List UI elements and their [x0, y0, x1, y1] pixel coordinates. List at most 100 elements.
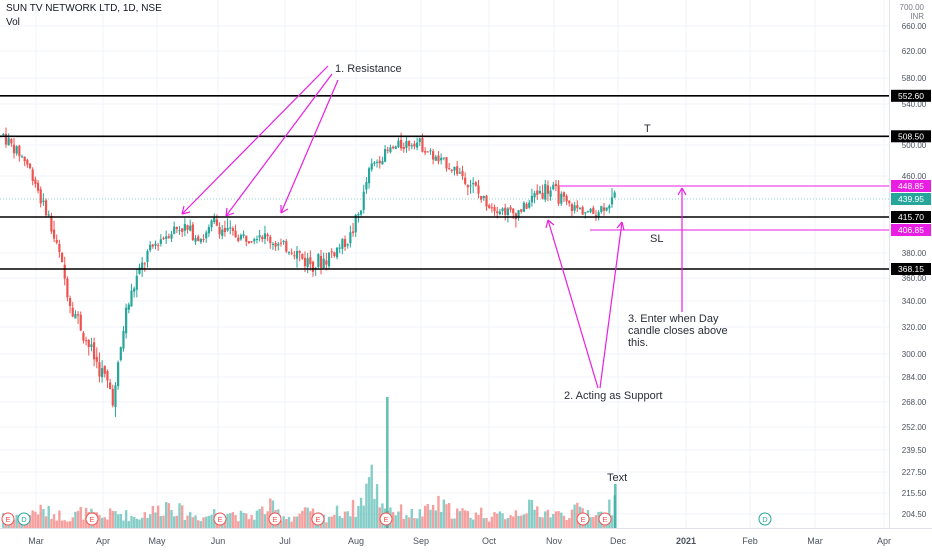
candle-body [269, 236, 272, 244]
candle-body [274, 243, 277, 247]
time-axis[interactable]: Mar Apr May Jun Jul Aug Sep Oct Nov Dec 2021 Feb Mar… [0, 528, 932, 551]
candle-body [533, 193, 536, 198]
candle-body [509, 207, 512, 210]
candle-body [490, 207, 493, 209]
candle-body [205, 232, 208, 239]
candle-body [183, 224, 186, 231]
candle-body [50, 215, 53, 232]
volume-bar [325, 522, 328, 528]
volume-bar [525, 513, 528, 528]
volume-bar [541, 517, 544, 528]
volume-bar [82, 519, 85, 528]
volume-bar [164, 502, 168, 528]
event-marker-icon[interactable] [1, 512, 15, 526]
price-axis[interactable]: 660.00 620.00 580.00 540.00 500.00 460.00 380.… [889, 0, 932, 528]
volume-bar [290, 521, 293, 528]
volume-bar [565, 519, 568, 528]
volume-bar [36, 514, 40, 528]
volume-bar [234, 515, 237, 528]
volume-bar [148, 514, 152, 528]
candle-body [10, 139, 13, 144]
candle-body [562, 192, 566, 197]
candle-body [341, 238, 344, 249]
candle-body [536, 190, 539, 195]
volume-bar [245, 513, 248, 528]
candle-body [301, 254, 304, 259]
volume-bar [42, 509, 45, 528]
volume-bar [479, 507, 483, 528]
candle-body [311, 261, 315, 272]
candle-body [367, 168, 371, 184]
candle-body [167, 236, 170, 238]
candle-body [76, 314, 80, 316]
candle-body [52, 229, 56, 239]
event-marker-icon[interactable] [85, 512, 99, 526]
volume-bar [295, 516, 299, 528]
candle-body [245, 235, 248, 242]
volume-bar [573, 504, 576, 528]
candle-body [421, 137, 424, 152]
support-arrows[interactable] [545, 219, 625, 389]
candle-body [544, 184, 547, 200]
candle-body [15, 146, 18, 154]
candle-body [117, 362, 120, 387]
volume-bar [370, 464, 373, 528]
candle-body [7, 138, 10, 146]
price-tag [891, 130, 931, 143]
candle-body [362, 191, 365, 210]
volume-bar [397, 511, 400, 528]
candle-body [95, 356, 98, 362]
time-tick-label: Sep [413, 536, 429, 546]
volume-bar [167, 503, 171, 528]
volume-bar [178, 503, 181, 528]
volume-bar [146, 517, 149, 528]
volume-bar [554, 511, 558, 528]
time-tick-label: Apr [877, 536, 891, 546]
volume-bar [485, 518, 488, 528]
entry-arrow[interactable] [677, 187, 687, 312]
event-marker-icon[interactable] [576, 512, 590, 526]
candle-body [458, 172, 461, 174]
volume-bar [338, 516, 341, 528]
volume-bar [124, 510, 128, 528]
time-tick-label: Nov [546, 536, 563, 546]
event-marker-icon[interactable] [311, 512, 325, 526]
horizontal-levels[interactable] [0, 95, 889, 270]
volume-bar [447, 503, 451, 528]
price-tick-label: 227.50 [902, 468, 927, 477]
candle-body [418, 138, 421, 142]
volume-bar [202, 517, 205, 528]
event-marker-label: E [272, 515, 277, 524]
resistance-arrows[interactable] [181, 65, 339, 217]
event-marker-icon[interactable] [379, 512, 393, 526]
candle-body [79, 314, 82, 331]
candle-body [597, 212, 600, 218]
candle-body [298, 251, 301, 253]
candle-body [389, 147, 392, 153]
event-marker-icon[interactable] [758, 512, 772, 526]
volume-bar [514, 510, 518, 528]
candle-body [394, 146, 397, 149]
event-marker-icon[interactable] [17, 512, 31, 526]
event-marker-label: D [762, 515, 768, 524]
event-marker-label: E [315, 515, 320, 524]
candle-body [581, 207, 584, 215]
event-marker-icon[interactable] [598, 512, 612, 526]
event-marker-icon[interactable] [213, 512, 227, 526]
event-marker-icon[interactable] [268, 512, 282, 526]
candle-body [237, 237, 240, 242]
volume-bar [76, 510, 80, 528]
candle-body [194, 238, 197, 242]
price-tag [891, 211, 931, 223]
volume-bar [458, 511, 462, 528]
volume-bar [143, 512, 147, 528]
candle-body [130, 290, 133, 307]
volume-bar [226, 513, 229, 528]
volume-bar [442, 499, 446, 528]
candle-body [87, 340, 90, 347]
currency-code: INR [910, 12, 924, 21]
price-tag [891, 224, 931, 236]
support-label: 2. Acting as Support [564, 390, 662, 402]
